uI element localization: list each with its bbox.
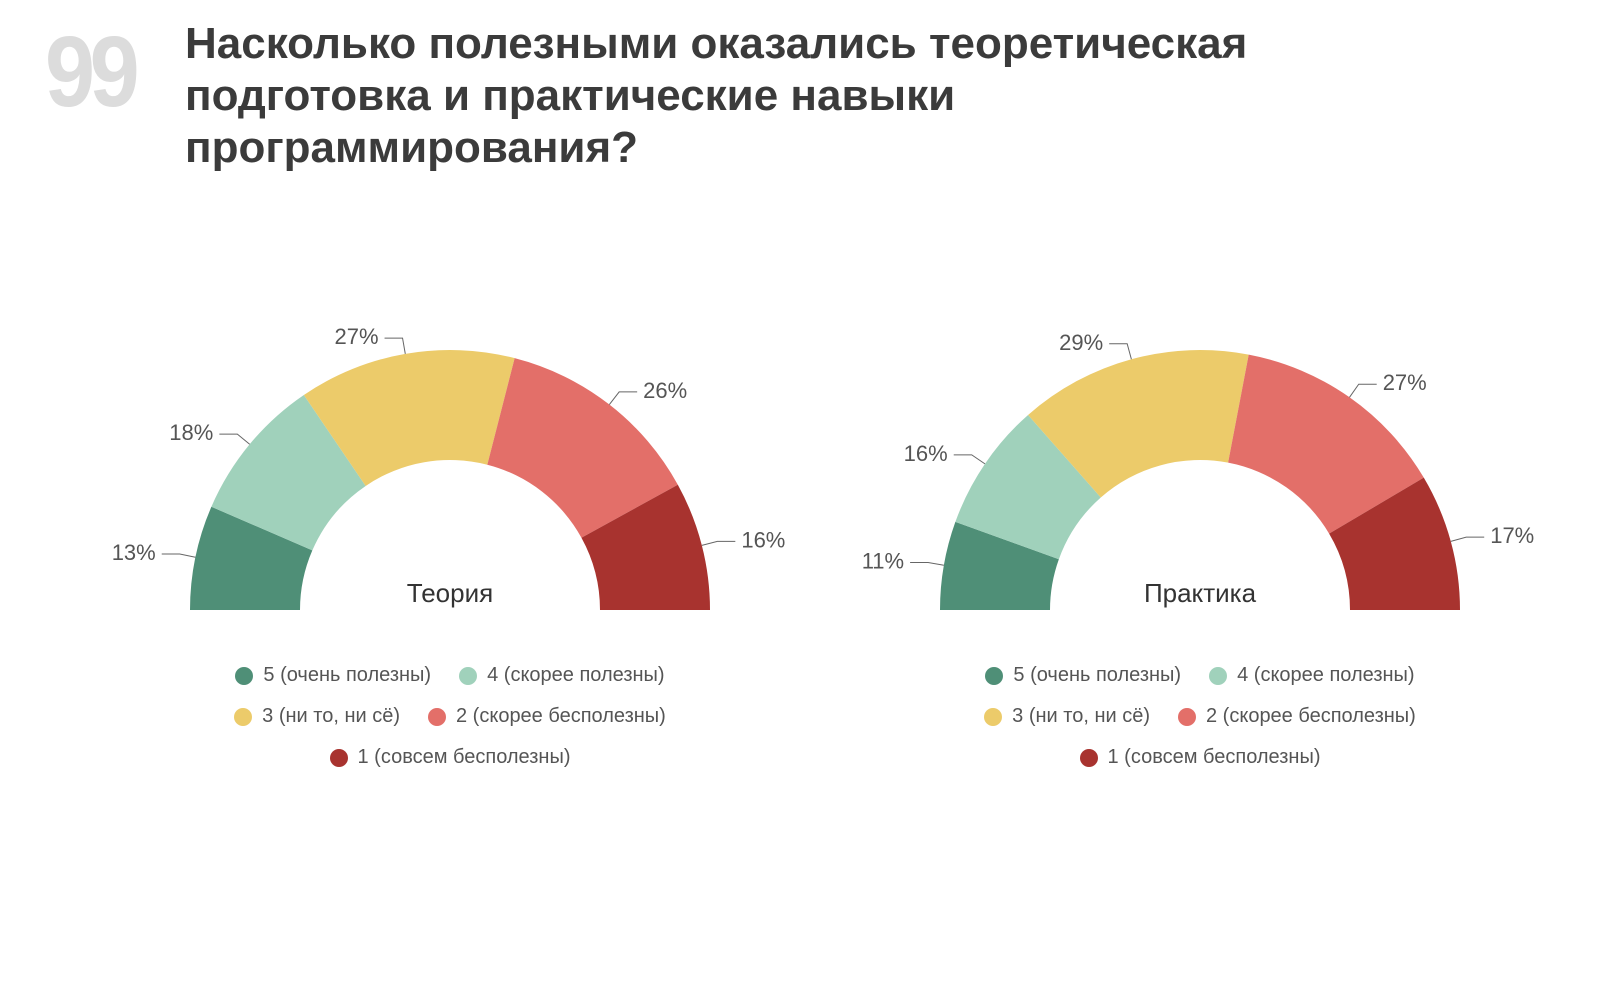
legend-item: 5 (очень полезны) bbox=[235, 664, 431, 687]
slice-connector bbox=[1350, 384, 1377, 397]
slice-connector bbox=[609, 392, 637, 405]
slice-pct-label: 17% bbox=[1490, 523, 1534, 548]
slice-pct-label: 29% bbox=[1059, 330, 1103, 355]
legend: 5 (очень полезны) 4 (скорее полезны) 3 (ни… bbox=[940, 664, 1460, 769]
legend-item: 4 (скорее полезны) bbox=[459, 664, 664, 687]
slice-connector bbox=[702, 541, 735, 545]
slice-connector bbox=[954, 455, 985, 464]
slice-connector bbox=[1451, 537, 1484, 541]
half-donut-theory: 13% 18% 27% 26% 16% Теория 5 (очень полезны) 4 … bbox=[70, 300, 830, 769]
legend-swatch bbox=[985, 667, 1003, 685]
legend-label: 3 (ни то, ни сё) bbox=[1012, 705, 1150, 728]
legend-item: 4 (скорее полезны) bbox=[1209, 664, 1414, 687]
slice-pct-label: 16% bbox=[904, 441, 948, 466]
legend-swatch bbox=[330, 749, 348, 767]
legend-item: 3 (ни то, ни сё) bbox=[234, 705, 400, 728]
slice-pct-label: 13% bbox=[112, 540, 156, 565]
legend: 5 (очень полезны) 4 (скорее полезны) 3 (ни… bbox=[190, 664, 710, 769]
slice-pct-label: 27% bbox=[1383, 370, 1427, 395]
slice-pct-label: 26% bbox=[643, 378, 687, 403]
legend-swatch bbox=[984, 708, 1002, 726]
legend-item: 1 (совсем бесполезны) bbox=[1080, 746, 1321, 769]
quote-icon: 99 bbox=[45, 22, 134, 122]
legend-item: 2 (скорее бесполезны) bbox=[1178, 705, 1416, 728]
legend-label: 4 (скорее полезны) bbox=[1237, 664, 1414, 687]
legend-label: 4 (скорее полезны) bbox=[487, 664, 664, 687]
legend-swatch bbox=[428, 708, 446, 726]
slice-connector bbox=[162, 554, 196, 557]
half-donut-title: Теория bbox=[407, 578, 493, 608]
legend-item: 2 (скорее бесполезны) bbox=[428, 705, 666, 728]
slice-connector bbox=[1109, 344, 1131, 359]
legend-label: 1 (совсем бесполезны) bbox=[358, 746, 571, 769]
slice-pct-label: 11% bbox=[862, 549, 904, 574]
legend-swatch bbox=[234, 708, 252, 726]
half-donut-svg: 11% 16% 29% 27% 17% Практика bbox=[820, 300, 1580, 640]
chart-question-title: Насколько полезными оказались теоретичес… bbox=[185, 18, 1385, 174]
slice-connector bbox=[385, 338, 406, 354]
legend-swatch bbox=[1178, 708, 1196, 726]
legend-label: 1 (совсем бесполезны) bbox=[1108, 746, 1321, 769]
legend-item: 5 (очень полезны) bbox=[985, 664, 1181, 687]
slice-pct-label: 18% bbox=[169, 420, 213, 445]
legend-swatch bbox=[1209, 667, 1227, 685]
half-donut-practice: 11% 16% 29% 27% 17% Практика 5 (очень полезны)… bbox=[820, 300, 1580, 769]
slice-connector bbox=[219, 434, 249, 444]
legend-swatch bbox=[1080, 749, 1098, 767]
half-donut-svg: 13% 18% 27% 26% 16% Теория bbox=[70, 300, 830, 640]
legend-swatch bbox=[459, 667, 477, 685]
legend-label: 3 (ни то, ни сё) bbox=[262, 705, 400, 728]
legend-item: 1 (совсем бесполезны) bbox=[330, 746, 571, 769]
legend-swatch bbox=[235, 667, 253, 685]
legend-label: 5 (очень полезны) bbox=[263, 664, 431, 687]
slice-pct-label: 27% bbox=[335, 324, 379, 349]
page: 99 Насколько полезными оказались теорети… bbox=[0, 0, 1600, 983]
slice-connector bbox=[910, 563, 944, 566]
half-donut-title: Практика bbox=[1144, 578, 1257, 608]
legend-label: 2 (скорее бесполезны) bbox=[456, 705, 666, 728]
legend-label: 2 (скорее бесполезны) bbox=[1206, 705, 1416, 728]
legend-label: 5 (очень полезны) bbox=[1013, 664, 1181, 687]
slice-pct-label: 16% bbox=[741, 527, 785, 552]
legend-item: 3 (ни то, ни сё) bbox=[984, 705, 1150, 728]
